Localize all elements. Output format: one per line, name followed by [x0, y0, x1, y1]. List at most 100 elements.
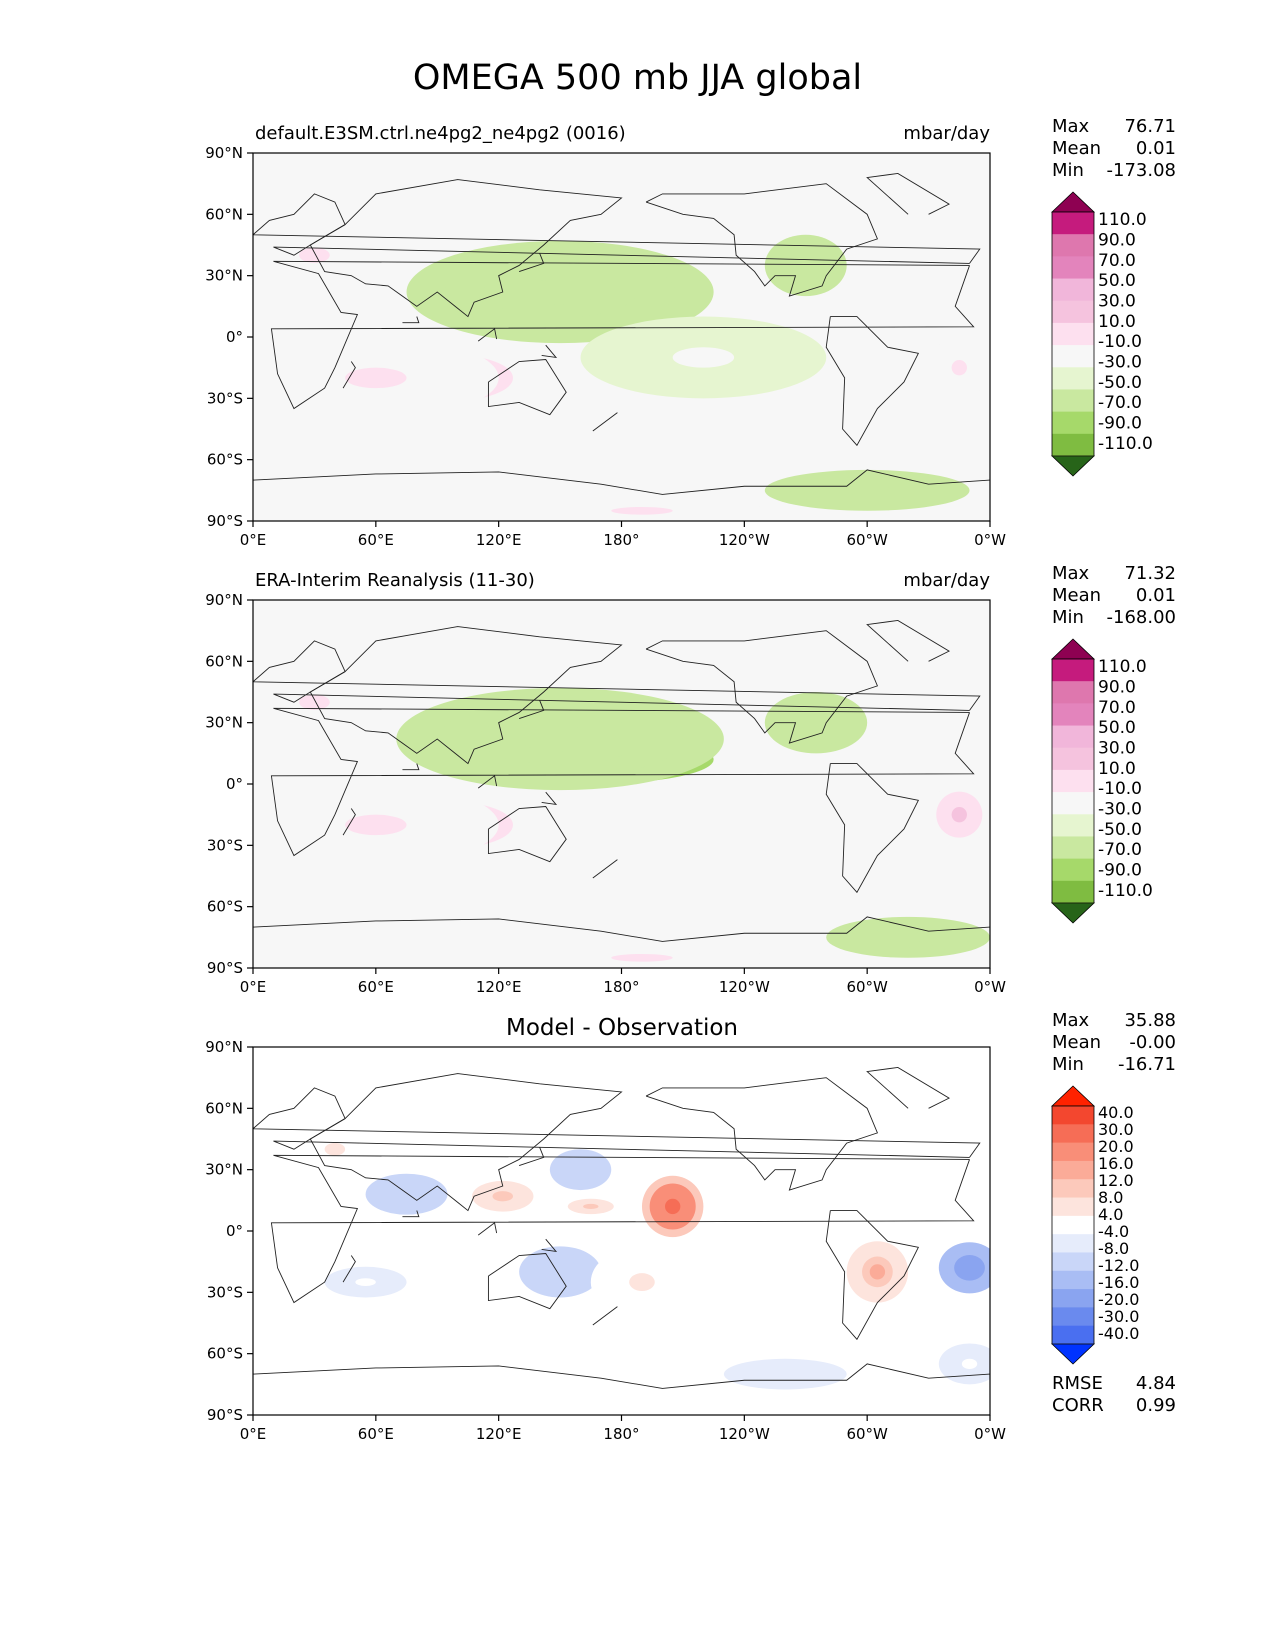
contour-region	[355, 1278, 376, 1286]
lon-tick-label: 0°W	[974, 1425, 1006, 1443]
colorbar-frame	[1051, 1105, 1095, 1345]
colorbar-frame	[1051, 211, 1095, 457]
lat-tick-label: 60°N	[205, 205, 243, 223]
colorbar-tick-label: 70.0	[1098, 251, 1136, 271]
colorbar-tick-label: -70.0	[1098, 840, 1142, 860]
contour-region	[611, 506, 673, 515]
coastline	[518, 253, 545, 273]
colorbar-band	[1052, 725, 1094, 749]
coastline	[477, 775, 498, 789]
contour-region	[672, 347, 735, 368]
lat-tick-label: 30°S	[207, 389, 243, 407]
colorbar-tick-label: -50.0	[1098, 820, 1142, 840]
lon-tick-label: 60°W	[846, 531, 888, 549]
contour-region	[951, 807, 967, 823]
colorbar-tick-label: -10.0	[1098, 332, 1142, 352]
lat-tick-label: 60°N	[205, 652, 243, 670]
colorbar-tick-label: 90.0	[1098, 677, 1136, 697]
colorbar-band	[1052, 747, 1094, 771]
coastline	[342, 361, 356, 389]
colorbar-tick-label: 50.0	[1098, 271, 1136, 291]
contour-region	[521, 279, 599, 305]
contour-region	[629, 1273, 655, 1292]
lon-tick-label: 120°W	[719, 531, 770, 549]
coastline	[309, 1073, 623, 1212]
panel-title: default.E3SM.ctrl.ne4pg2_ne4pg2 (0016)	[255, 123, 626, 144]
coastline	[487, 359, 567, 416]
lon-tick-label: 0°W	[974, 978, 1006, 996]
lat-tick-label: 30°N	[205, 267, 243, 285]
coastline	[477, 328, 498, 342]
metric-value: 0.99	[1136, 1395, 1176, 1416]
colorbar-band	[1052, 681, 1094, 704]
lon-tick-label: 120°E	[476, 978, 522, 996]
lat-tick-label: 30°S	[207, 836, 243, 854]
panel-title: ERA-Interim Reanalysis (11-30)	[255, 570, 535, 591]
colorbar-tick-label: 16.0	[1098, 1154, 1134, 1173]
colorbar-band	[1052, 858, 1094, 882]
colorbar-tick-label: -16.0	[1098, 1273, 1139, 1292]
lat-tick-label: 90°N	[205, 1038, 243, 1056]
colorbar-tick-label: -40.0	[1098, 1324, 1139, 1343]
colorbar-tick-label: -70.0	[1098, 393, 1142, 413]
coastline	[253, 1087, 981, 1158]
contour-region	[961, 1358, 978, 1369]
figure-title: OMEGA 500 mb JJA global	[412, 58, 863, 98]
colorbar-tick-label: 30.0	[1098, 738, 1136, 758]
contour-region	[769, 1370, 801, 1378]
contour-region	[665, 1198, 681, 1215]
contour-field	[253, 671, 990, 968]
colorbar-band	[1052, 1160, 1094, 1180]
lon-tick-label: 0°E	[240, 978, 267, 996]
colorbar-frame	[1051, 658, 1095, 904]
contour-region	[961, 1261, 978, 1275]
contour-region	[803, 715, 829, 731]
stat-label: Min	[1052, 160, 1084, 181]
colorbar-extend-max	[1051, 1085, 1095, 1107]
contour-region	[795, 257, 816, 274]
lon-tick-label: 0°E	[240, 531, 267, 549]
colorbar-tick-label: 110.0	[1098, 210, 1147, 230]
stat-value: -173.08	[1107, 160, 1176, 181]
coastlines	[253, 619, 990, 942]
colorbar-band	[1052, 1142, 1094, 1162]
colorbar: 110.090.070.050.030.010.0-10.0-30.0-50.0…	[1051, 638, 1153, 924]
colorbar-tick-label: -90.0	[1098, 860, 1142, 880]
lon-tick-label: 60°E	[358, 531, 394, 549]
lon-tick-label: 60°W	[846, 978, 888, 996]
coastlines	[253, 1066, 990, 1389]
colorbar-tick-label: 50.0	[1098, 718, 1136, 738]
colorbar-extend-max	[1051, 191, 1095, 213]
colorbar-tick-label: -4.0	[1098, 1222, 1129, 1241]
lat-tick-label: 90°S	[207, 959, 243, 977]
coastline	[487, 806, 567, 863]
colorbar-band	[1052, 256, 1094, 280]
stat-value: -16.71	[1118, 1054, 1176, 1075]
units-label: mbar/day	[903, 123, 990, 144]
colorbar-tick-label: 10.0	[1098, 759, 1136, 779]
contour-region	[299, 694, 330, 710]
lon-tick-label: 60°E	[358, 1425, 394, 1443]
contour-region	[492, 1191, 513, 1202]
lon-tick-label: 120°W	[719, 1425, 770, 1443]
contour-region	[324, 1142, 346, 1156]
colorbar-band	[1052, 1307, 1094, 1327]
coastline	[825, 316, 920, 447]
colorbar-tick-label: -30.0	[1098, 799, 1142, 819]
colorbar-band	[1052, 300, 1094, 324]
contour-region	[583, 1203, 599, 1210]
colorbar-band	[1052, 1106, 1094, 1125]
contour-field	[293, 1123, 990, 1390]
lat-tick-label: 60°S	[207, 451, 243, 469]
colorbar-band	[1052, 1289, 1094, 1308]
colorbar-band	[1052, 278, 1094, 302]
coastline	[402, 1210, 420, 1218]
lon-tick-label: 0°E	[240, 1425, 267, 1443]
colorbar-extend-min	[1051, 455, 1095, 477]
colorbar-tick-label: 70.0	[1098, 698, 1136, 718]
colorbar-band	[1052, 814, 1094, 837]
colorbar-tick-label: -50.0	[1098, 373, 1142, 393]
lat-tick-label: 0°	[226, 1222, 243, 1240]
stat-value: 35.88	[1124, 1010, 1176, 1031]
contour-region	[611, 953, 673, 962]
